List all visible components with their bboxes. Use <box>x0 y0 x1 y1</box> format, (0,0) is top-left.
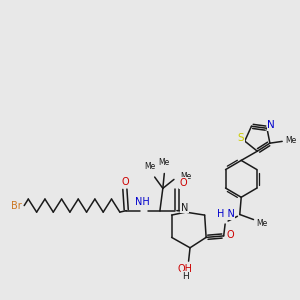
Text: NH: NH <box>135 197 150 207</box>
Text: N: N <box>268 120 275 130</box>
Text: O: O <box>121 177 129 188</box>
Text: H N: H N <box>217 209 235 220</box>
Text: OH: OH <box>177 265 192 275</box>
Text: Me: Me <box>286 136 297 145</box>
Text: N: N <box>181 203 188 213</box>
Text: S: S <box>237 133 244 143</box>
Text: H: H <box>182 272 189 281</box>
Text: Br: Br <box>11 201 22 211</box>
Text: O: O <box>179 178 187 188</box>
Text: Me: Me <box>145 161 156 170</box>
Text: Me: Me <box>180 172 191 181</box>
Text: O: O <box>226 230 234 240</box>
Text: Me: Me <box>256 219 268 228</box>
Text: Me: Me <box>159 158 170 167</box>
